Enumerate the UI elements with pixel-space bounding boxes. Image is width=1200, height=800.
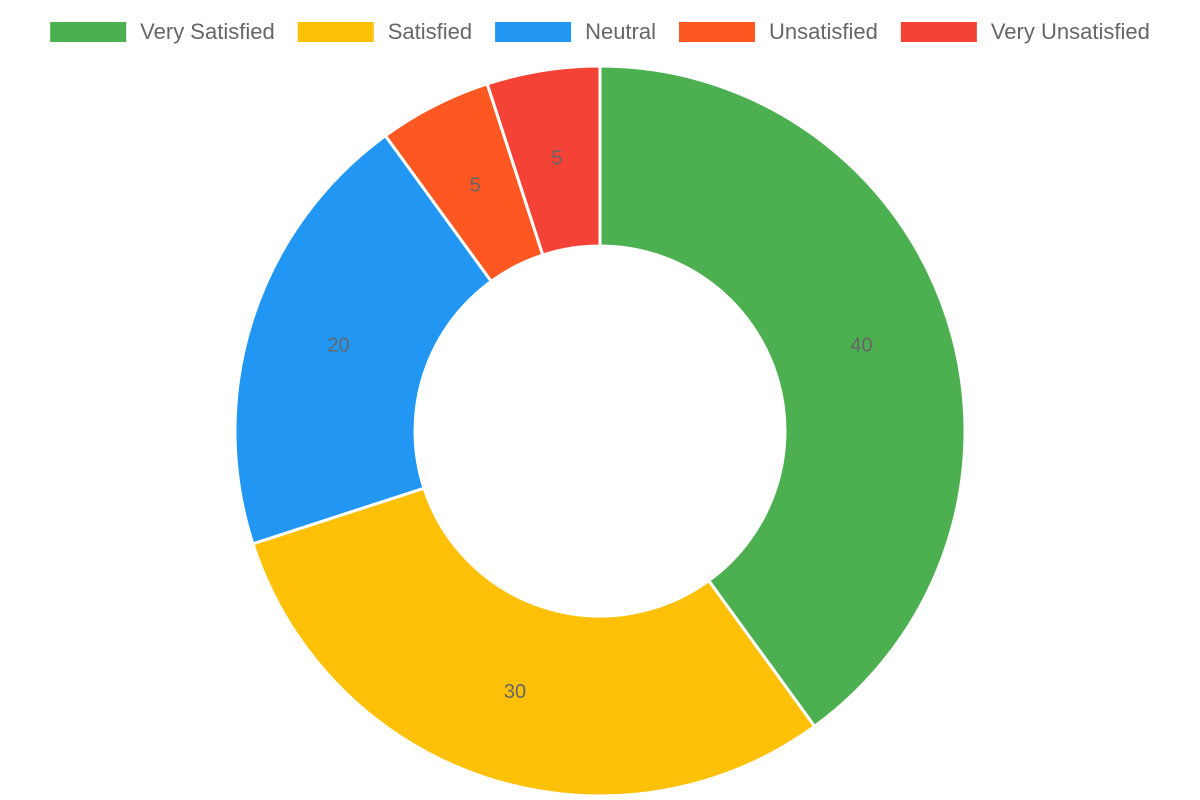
legend-swatch [495, 22, 572, 42]
slice [233, 133, 494, 546]
slice-label: 40 [850, 334, 872, 356]
legend-swatch [679, 22, 756, 42]
legend-label: Very Unsatisfied [991, 19, 1150, 44]
slice-label: 30 [504, 681, 526, 703]
legend-swatch [297, 22, 374, 42]
slice-label: 5 [551, 148, 562, 170]
legend-swatch [50, 22, 127, 42]
legend-label: Neutral [585, 19, 656, 44]
slice [485, 64, 602, 257]
slice [250, 486, 817, 798]
legend-swatch [900, 22, 977, 42]
slice-label: 5 [470, 174, 481, 196]
legend-label: Unsatisfied [769, 19, 878, 44]
slice [598, 64, 967, 729]
slice-label: 20 [327, 334, 349, 356]
legend-label: Satisfied [388, 19, 472, 44]
legend-label: Very Satisfied [140, 19, 275, 44]
